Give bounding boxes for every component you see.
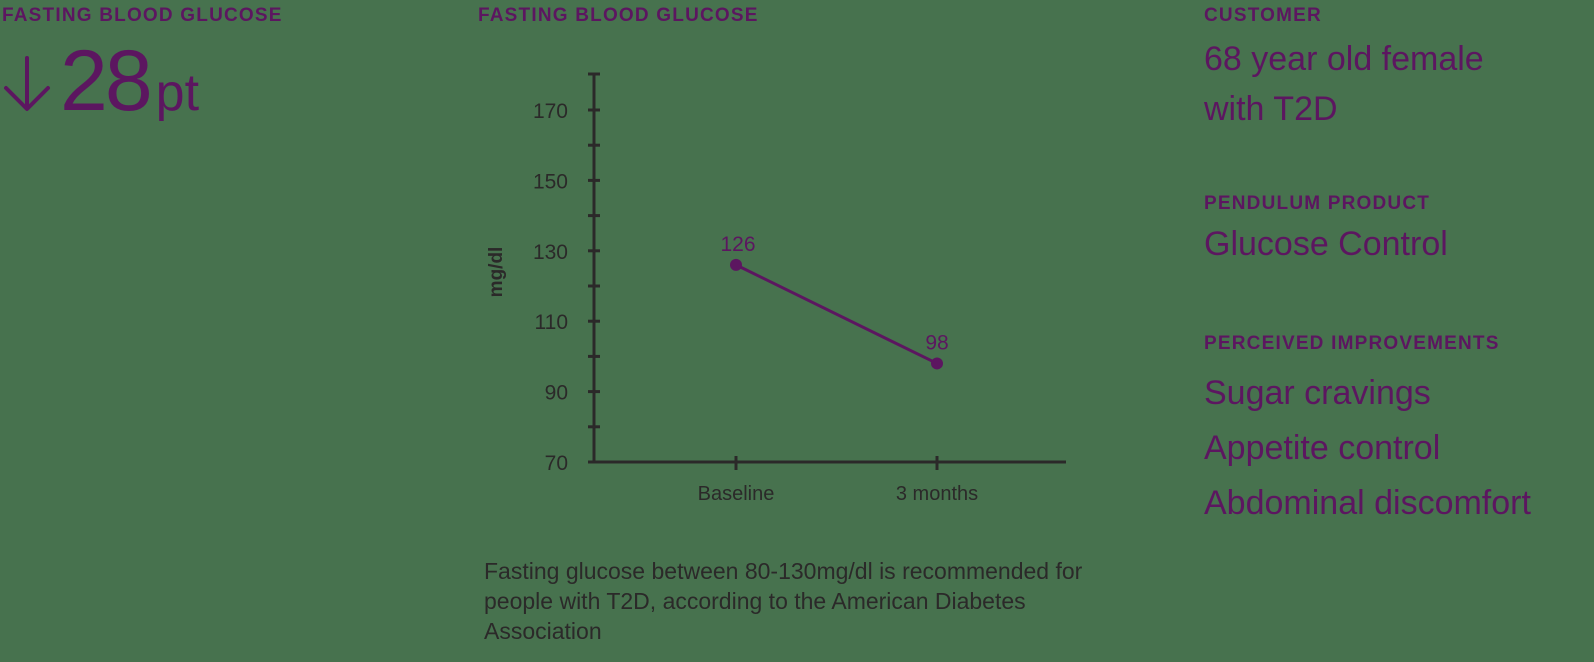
improvement-item: Abdominal discomfort: [1204, 484, 1531, 522]
data-point: [730, 258, 742, 271]
chart-canvas: 70 90 110 130 150 170 mg/dl Baseline 3 months 126…: [486, 72, 1066, 505]
y-tick-label: 150: [533, 170, 568, 193]
series-line: [735, 263, 938, 365]
glucose-change-stat: 28 pt: [2, 38, 199, 124]
improvement-item: Appetite control: [1204, 429, 1441, 467]
left-metric-label: FASTING BLOOD GLUCOSE: [2, 5, 283, 26]
improvements-label: PERCEIVED IMPROVEMENTS: [1204, 333, 1500, 354]
improvement-item: Sugar cravings: [1204, 374, 1431, 412]
y-tick-label: 70: [545, 452, 568, 475]
improvements-list: Sugar cravings Appetite control Abdomina…: [1204, 366, 1531, 531]
glucose-change-value: 28: [60, 33, 153, 129]
customer-label: CUSTOMER: [1204, 5, 1322, 26]
chart-title: FASTING BLOOD GLUCOSE: [478, 5, 759, 26]
y-tick-label: 90: [545, 382, 568, 405]
y-tick-label: 130: [533, 241, 568, 264]
customer-description: 68 year old female with T2D: [1204, 34, 1484, 134]
y-axis-label: mg/dl: [486, 247, 507, 298]
glucose-change-unit: pt: [155, 64, 200, 122]
y-tick-label: 170: [533, 100, 568, 123]
ada-recommendation-note: Fasting glucose between 80-130mg/dl is r…: [484, 558, 1083, 644]
y-tick-label: 110: [535, 311, 568, 334]
x-tick-label: 3 months: [896, 483, 978, 505]
data-label: 98: [925, 331, 948, 354]
customer-line-1: 68 year old female: [1204, 40, 1484, 78]
data-label: 126: [720, 233, 755, 256]
product-label: PENDULUM PRODUCT: [1204, 193, 1431, 214]
x-tick-label: Baseline: [698, 483, 775, 505]
customer-line-2: with T2D: [1204, 90, 1338, 128]
data-point: [931, 357, 943, 370]
product-value: Glucose Control: [1204, 225, 1448, 263]
glucose-line-chart: 70 90 110 130 150 170 mg/dl Baseline 3 months 126…: [470, 60, 1090, 510]
arrow-down-icon: [4, 56, 50, 111]
